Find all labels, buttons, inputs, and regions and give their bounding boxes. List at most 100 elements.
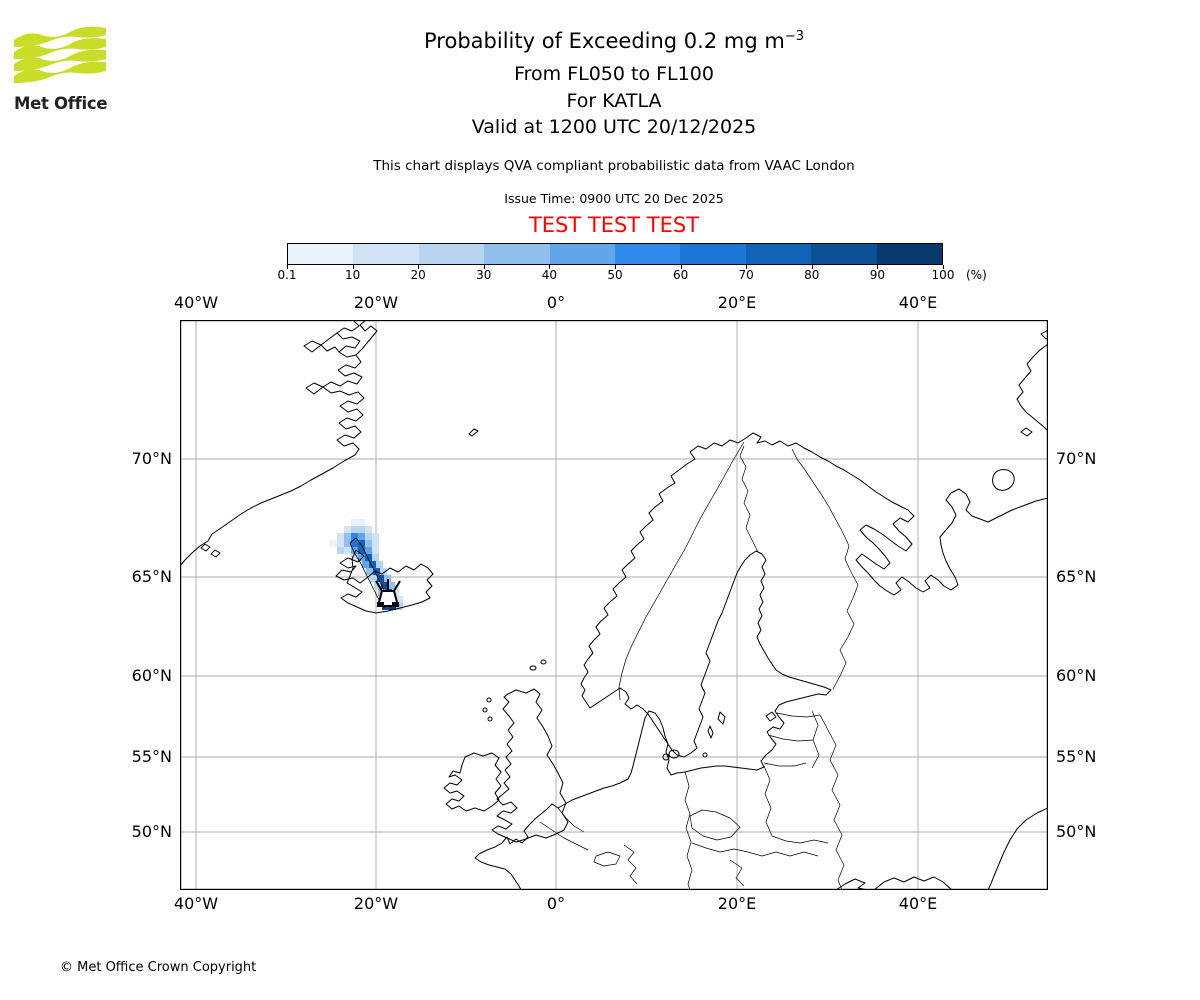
plume-cell: [330, 540, 337, 547]
lat-label-right: 55°N: [1056, 747, 1097, 766]
page-title: Probability of Exceeding 0.2 mg m−3: [14, 29, 1200, 53]
plume-cell: [369, 561, 376, 568]
colorbar-tick-label: 60: [672, 268, 689, 282]
colorbar-segment-2: [353, 244, 419, 264]
coast-uk-islands: [482, 659, 547, 722]
plume-cell: [358, 526, 365, 533]
plume-cell: [351, 540, 358, 547]
coast-novaya-zemlya: [1016, 329, 1048, 437]
plume-cell: [358, 540, 365, 547]
plume-cell: [370, 575, 377, 582]
plume-cell: [362, 561, 369, 568]
plume-cell: [351, 547, 358, 554]
plume-cell: [396, 596, 403, 603]
lon-label-top: 40°E: [898, 293, 938, 312]
colorbar: [287, 243, 943, 265]
map-frame: [180, 320, 1048, 890]
colorbar-tick-label: 0.1: [277, 268, 297, 282]
colorbar-tick-label: 40: [541, 268, 558, 282]
colorbar-tickmark: [352, 265, 354, 269]
volcano-marker: [375, 579, 401, 607]
colorbar-tickmark: [943, 265, 944, 269]
coast-black-sea: [835, 876, 953, 890]
border-france-belgium: [539, 807, 589, 851]
met-office-logo: Met Office: [14, 26, 134, 113]
lon-label-top: 40°W: [173, 293, 219, 312]
colorbar-tickmark: [680, 265, 682, 269]
plume-cell: [351, 519, 358, 526]
lat-label-left: 65°N: [131, 567, 172, 586]
colorbar-segment-6: [615, 244, 681, 264]
colorbar-unit-label: (%): [966, 268, 987, 282]
page-title-exponent: −3: [784, 29, 804, 44]
plume-cell: [337, 547, 344, 554]
colorbar-tick-label: 20: [410, 268, 426, 282]
lon-label-top: 20°W: [353, 293, 399, 312]
coastlines: [180, 320, 1048, 890]
logo-waves-icon: [14, 26, 106, 83]
border-czech: [689, 809, 741, 841]
plume-cell: [365, 547, 372, 554]
plume-cell: [358, 547, 365, 554]
coast-greenland-main: [180, 354, 365, 567]
plume-cell: [377, 575, 384, 582]
colorbar-tick-label: 70: [738, 268, 754, 282]
ash-plume: [330, 519, 403, 610]
colorbar-segment-10: [876, 244, 943, 264]
colorbar-tickmark: [877, 265, 879, 269]
plume-cell: [374, 582, 381, 589]
plume-cell: [358, 519, 365, 526]
coast-great-britain: [491, 688, 569, 843]
plume-cell: [380, 568, 387, 575]
plume-cell: [365, 526, 372, 533]
page-title-text: Probability of Exceeding 0.2 mg m: [424, 29, 785, 53]
border-finland-russia: [791, 448, 859, 690]
plume-cell: [344, 533, 351, 540]
colorbar-segment-4: [484, 244, 550, 264]
plume-cell: [381, 582, 388, 589]
plume-cell: [365, 533, 372, 540]
colorbar-segment-5: [549, 244, 616, 264]
lat-label-left: 70°N: [131, 449, 172, 468]
colorbar-tick-label: 50: [607, 268, 623, 282]
plume-cell: [358, 554, 365, 561]
title-volcano: For KATLA: [566, 90, 662, 112]
border-danube: [729, 851, 819, 887]
plume-cell: [344, 526, 351, 533]
colorbar-tick-label: 80: [804, 268, 820, 282]
lat-label-right: 65°N: [1056, 567, 1097, 586]
plume-cell: [351, 533, 358, 540]
lon-label-top: 20°E: [717, 293, 757, 312]
lon-label-top: 0°: [546, 293, 566, 312]
coast-kolguyev: [992, 469, 1015, 491]
plume-cell: [392, 589, 399, 596]
coast-ireland: [443, 752, 502, 812]
lon-label-bottom: 20°E: [717, 894, 757, 913]
map-svg: [180, 320, 1048, 890]
plume-cell: [388, 582, 395, 589]
border-poland-east: [763, 765, 829, 844]
plume-cell: [372, 554, 379, 561]
colorbar-tickmark: [615, 265, 616, 269]
coast-greenland-islets: [200, 340, 324, 558]
coast-jan-mayen: [468, 428, 479, 437]
colorbar-segment-1: [288, 244, 354, 264]
colorbar-tickmark: [418, 265, 420, 269]
test-banner: TEST TEST TEST: [528, 213, 700, 237]
lon-label-bottom: 20°W: [353, 894, 399, 913]
border-norway-sweden: [618, 441, 745, 701]
title-flight-levels: From FL050 to FL100: [514, 63, 714, 85]
colorbar-segment-3: [418, 244, 485, 264]
plume-cell: [384, 575, 391, 582]
plume-cell: [344, 540, 351, 547]
plume-cell: [365, 540, 372, 547]
plume-cell: [376, 561, 383, 568]
plume-cell: [358, 533, 365, 540]
colorbar-tick-label: 90: [869, 268, 886, 282]
colorbar-tickmark: [746, 265, 748, 269]
border-baltics: [763, 710, 821, 769]
country-borders: [539, 441, 859, 890]
plume-cell: [344, 547, 351, 554]
colorbar-segment-9: [811, 244, 877, 264]
colorbar-tickmark: [287, 265, 288, 269]
